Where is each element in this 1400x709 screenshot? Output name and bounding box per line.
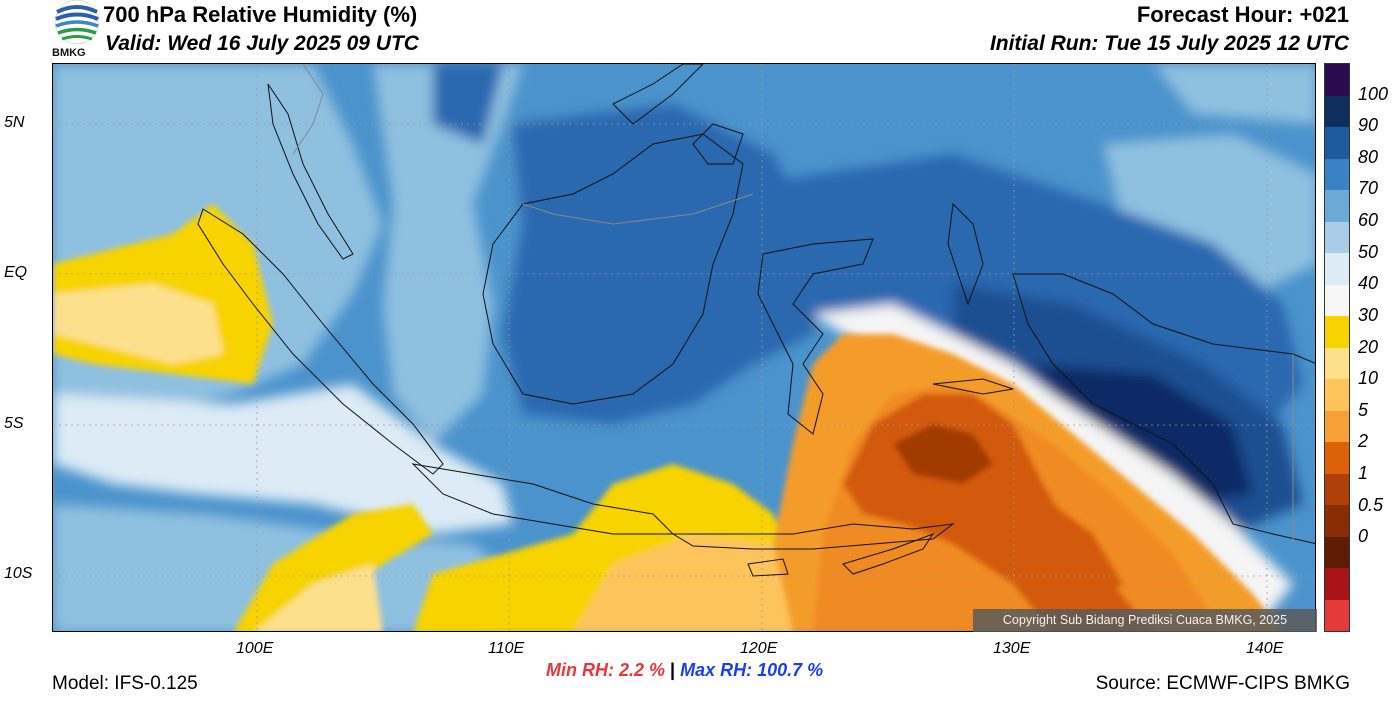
colorbar-tick-label: 70	[1358, 178, 1379, 199]
grid-lines	[53, 64, 1315, 631]
colorbar-segment	[1325, 284, 1349, 316]
lon-label-140e: 140E	[1246, 640, 1284, 657]
copyright-notice: Copyright Sub Bidang Prediksi Cuaca BMKG…	[973, 609, 1317, 632]
colorbar-tick-label: 40	[1358, 273, 1379, 294]
stats-separator: |	[670, 660, 676, 680]
humidity-map	[52, 63, 1316, 632]
colorbar-segment	[1325, 127, 1349, 159]
min-rh-value: 2.2 %	[619, 660, 666, 680]
colorbar-segment	[1325, 505, 1349, 537]
humidity-field	[53, 64, 1315, 631]
colorbar	[1324, 63, 1350, 632]
colorbar-segment	[1325, 599, 1349, 631]
colorbar-tick-label: 20	[1358, 336, 1379, 357]
colorbar-segment	[1325, 190, 1349, 222]
colorbar-segment	[1325, 64, 1349, 96]
chart-title: 700 hPa Relative Humidity (%)	[103, 2, 418, 27]
min-rh-label: Min RH:	[546, 660, 614, 680]
lon-label-100e: 100E	[236, 640, 274, 657]
colorbar-segment	[1325, 158, 1349, 190]
lat-label-10s: 10S	[4, 565, 33, 582]
colorbar-tick-label: 0.5	[1358, 494, 1384, 515]
initial-run: Initial Run: Tue 15 July 2025 12 UTC	[989, 32, 1349, 55]
lon-label-120e: 120E	[740, 640, 778, 657]
colorbar-segment	[1325, 253, 1349, 285]
logo-text: BMKG	[52, 47, 86, 59]
source-label: Source: ECMWF-CIPS BMKG	[1095, 673, 1350, 694]
colorbar-tick-label: 30	[1358, 304, 1379, 325]
lon-label-130e: 130E	[993, 640, 1031, 657]
forecast-hour: Forecast Hour: +021	[1136, 2, 1349, 27]
colorbar-segment	[1325, 379, 1349, 411]
lat-label-5n: 5N	[4, 114, 25, 131]
colorbar-segment	[1325, 347, 1349, 379]
max-rh: Max RH: 100.7 %	[680, 660, 824, 680]
colorbar-segment	[1325, 316, 1349, 348]
coastlines	[197, 64, 1315, 577]
colorbar-segment	[1325, 410, 1349, 442]
colorbar-tick-label: 1	[1358, 462, 1369, 483]
colorbar-tick-label: 80	[1358, 146, 1379, 167]
rh-stats: Min RH: 2.2 % | Max RH: 100.7 %	[546, 660, 823, 681]
bmkg-logo	[54, 0, 100, 45]
colorbar-tick-label: 0	[1358, 526, 1369, 547]
colorbar-segment	[1325, 442, 1349, 474]
colorbar-tick-label: 90	[1358, 115, 1379, 136]
colorbar-tick-label: 2	[1358, 431, 1369, 452]
colorbar-segment	[1325, 473, 1349, 505]
colorbar-tick-label: 100	[1358, 83, 1389, 104]
model-label: Model: IFS-0.125	[52, 673, 198, 694]
colorbar-segment	[1325, 568, 1349, 600]
colorbar-segment	[1325, 536, 1349, 568]
valid-time: Valid: Wed 16 July 2025 09 UTC	[105, 32, 419, 55]
colorbar-tick-label: 10	[1358, 368, 1379, 389]
colorbar-tick-label: 60	[1358, 210, 1379, 231]
lat-label-5s: 5S	[4, 415, 24, 432]
colorbar-tick-label: 5	[1358, 399, 1369, 420]
lon-label-110e: 110E	[488, 640, 525, 657]
colorbar-segment	[1325, 95, 1349, 127]
lat-label-eq: EQ	[4, 264, 28, 281]
colorbar-segment	[1325, 221, 1349, 253]
colorbar-tick-label: 50	[1358, 241, 1379, 262]
